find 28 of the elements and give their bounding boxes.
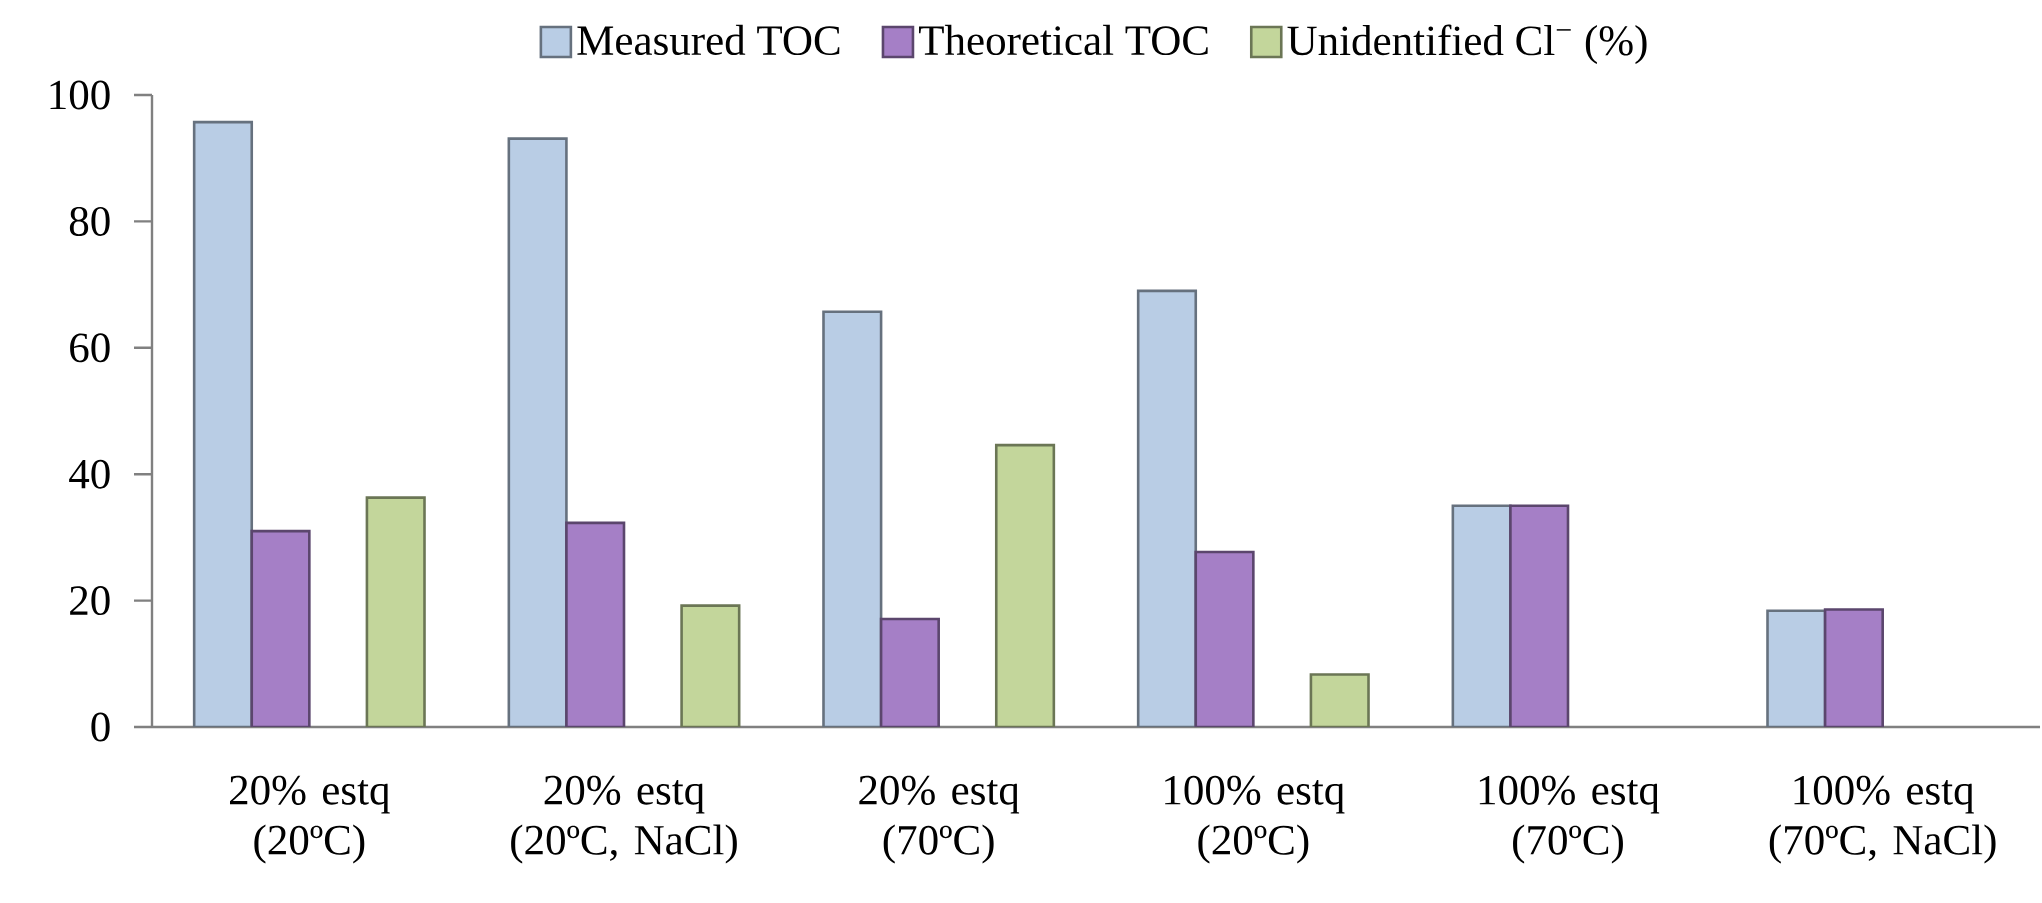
bar bbox=[1823, 608, 1884, 727]
bar bbox=[507, 137, 568, 727]
y-tick-label: 100 bbox=[50, 80, 110, 110]
x-tick-label: 100% estq (70ºC) bbox=[1479, 775, 1660, 864]
legend-label: Theoretical TOC bbox=[919, 24, 1208, 56]
x-tick-label: 20% estq (20ºC) bbox=[230, 775, 390, 864]
y-tick-label: 60 bbox=[70, 333, 110, 363]
bar bbox=[1451, 504, 1512, 727]
bar bbox=[1509, 504, 1570, 727]
x-tick-label: 20% estq (20ºC, NaCl) bbox=[511, 775, 737, 864]
bar bbox=[1194, 550, 1255, 727]
x-tick-label: 100% estq (20ºC) bbox=[1165, 775, 1345, 864]
x-tick-label: 20% estq (70ºC) bbox=[859, 775, 1020, 864]
bar bbox=[1766, 609, 1827, 727]
y-tick-label: 80 bbox=[69, 206, 110, 236]
legend-label: Measured TOC bbox=[577, 24, 840, 56]
y-tick-label: 0 bbox=[91, 712, 110, 742]
y-tick-label: 40 bbox=[69, 459, 110, 489]
bar bbox=[250, 529, 311, 727]
bar bbox=[680, 604, 741, 727]
bar bbox=[565, 521, 626, 727]
x-tick-label: 100% estq (70ºC, NaCl) bbox=[1769, 775, 1996, 864]
bar bbox=[365, 496, 426, 727]
bar bbox=[1309, 673, 1370, 727]
bar bbox=[822, 310, 883, 727]
legend-label: Unidentified Cl$^{−}$ (%) bbox=[1287, 24, 1647, 65]
bar bbox=[879, 617, 940, 727]
y-tick-label: 20 bbox=[70, 586, 110, 616]
